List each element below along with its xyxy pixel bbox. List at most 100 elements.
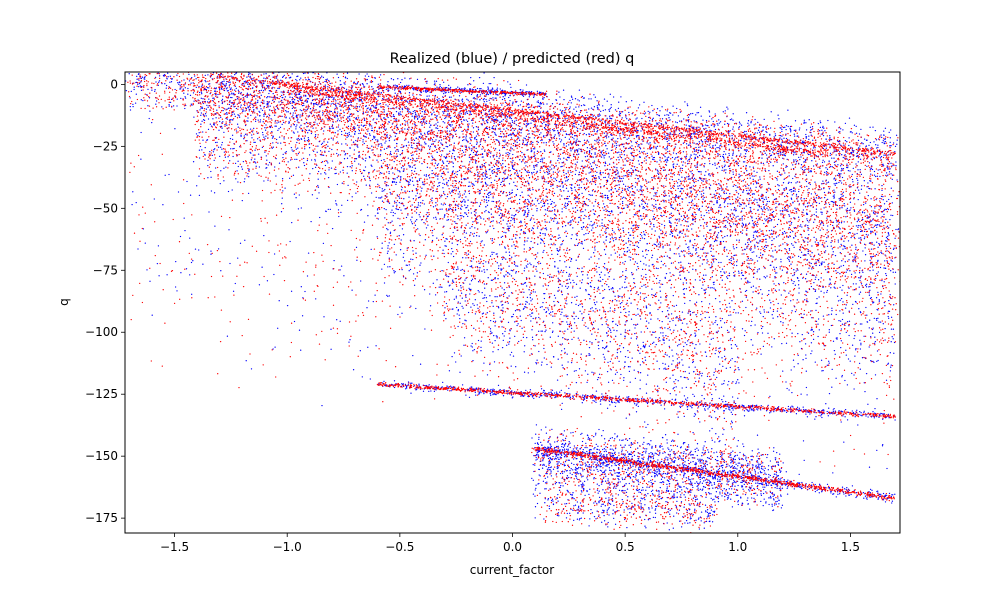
data-point bbox=[239, 146, 241, 148]
data-point bbox=[744, 153, 747, 155]
data-point bbox=[321, 114, 324, 116]
data-point bbox=[820, 188, 823, 190]
data-point bbox=[458, 169, 461, 172]
data-point bbox=[383, 109, 385, 111]
data-point bbox=[817, 241, 819, 244]
data-point bbox=[571, 96, 573, 99]
data-point bbox=[782, 126, 785, 129]
data-point bbox=[586, 155, 589, 157]
data-point bbox=[809, 126, 812, 128]
data-point bbox=[617, 137, 619, 140]
data-point bbox=[489, 156, 492, 158]
data-point bbox=[601, 224, 603, 227]
data-point bbox=[304, 148, 306, 150]
data-point bbox=[569, 99, 571, 102]
data-point bbox=[444, 122, 446, 124]
data-point bbox=[689, 156, 691, 158]
data-point bbox=[194, 75, 196, 77]
data-point bbox=[781, 128, 783, 131]
data-point bbox=[835, 150, 837, 152]
data-point bbox=[873, 157, 875, 160]
data-point bbox=[316, 164, 318, 166]
data-point bbox=[356, 106, 359, 108]
data-point bbox=[506, 194, 509, 196]
data-point bbox=[757, 121, 759, 124]
data-point bbox=[563, 171, 565, 174]
data-point bbox=[762, 129, 764, 131]
data-point bbox=[874, 129, 877, 132]
data-point bbox=[776, 170, 779, 172]
data-point bbox=[829, 154, 831, 156]
data-point bbox=[524, 137, 526, 140]
data-point bbox=[766, 161, 768, 163]
data-point bbox=[610, 138, 613, 141]
data-point bbox=[618, 188, 620, 191]
data-point bbox=[781, 135, 783, 137]
data-point bbox=[653, 156, 656, 159]
data-point bbox=[747, 120, 750, 122]
data-point bbox=[184, 107, 186, 110]
data-point bbox=[272, 86, 274, 89]
data-point bbox=[367, 215, 369, 217]
data-point bbox=[763, 118, 765, 121]
data-point bbox=[515, 194, 517, 196]
data-point bbox=[207, 128, 210, 131]
data-point bbox=[453, 115, 456, 118]
data-point bbox=[858, 156, 860, 158]
data-point bbox=[492, 97, 494, 99]
data-point bbox=[595, 164, 597, 166]
data-point bbox=[511, 119, 513, 122]
data-point bbox=[587, 204, 589, 207]
data-point bbox=[697, 137, 699, 139]
data-point bbox=[782, 157, 784, 159]
data-point bbox=[557, 237, 559, 240]
data-point bbox=[285, 109, 287, 112]
data-point bbox=[394, 147, 396, 149]
data-point bbox=[469, 112, 471, 114]
data-point bbox=[764, 248, 766, 251]
data-point bbox=[292, 100, 294, 103]
data-point bbox=[780, 143, 782, 145]
data-point bbox=[192, 82, 194, 84]
data-point bbox=[265, 155, 267, 157]
data-point bbox=[358, 132, 360, 135]
data-point bbox=[855, 125, 857, 128]
data-point bbox=[839, 175, 841, 177]
data-point bbox=[534, 131, 536, 133]
data-point bbox=[670, 172, 672, 174]
data-point bbox=[128, 73, 130, 75]
data-point bbox=[377, 114, 380, 116]
data-point bbox=[277, 81, 279, 83]
data-point bbox=[379, 74, 382, 76]
data-point bbox=[745, 229, 748, 231]
data-point bbox=[646, 203, 649, 205]
data-point bbox=[698, 208, 701, 210]
data-point bbox=[689, 135, 692, 137]
data-point bbox=[858, 147, 860, 149]
data-point bbox=[140, 89, 143, 92]
data-point bbox=[317, 145, 319, 147]
data-point bbox=[426, 95, 428, 97]
data-point bbox=[399, 130, 401, 133]
data-point bbox=[621, 180, 623, 182]
data-point bbox=[732, 185, 734, 187]
data-point bbox=[757, 245, 759, 248]
data-point bbox=[628, 131, 630, 133]
data-point bbox=[575, 201, 577, 203]
data-point bbox=[738, 173, 740, 175]
data-point bbox=[879, 175, 881, 178]
data-point bbox=[290, 76, 292, 78]
data-point bbox=[531, 119, 533, 122]
data-point bbox=[174, 88, 176, 91]
data-point bbox=[281, 101, 283, 104]
data-point bbox=[161, 82, 163, 85]
data-point bbox=[771, 255, 773, 257]
data-point bbox=[746, 170, 748, 172]
data-point bbox=[355, 192, 357, 194]
data-point bbox=[519, 125, 521, 128]
data-point bbox=[491, 171, 493, 173]
data-point bbox=[629, 172, 631, 174]
data-point bbox=[262, 121, 264, 123]
data-point bbox=[665, 121, 667, 123]
data-point bbox=[494, 118, 496, 121]
